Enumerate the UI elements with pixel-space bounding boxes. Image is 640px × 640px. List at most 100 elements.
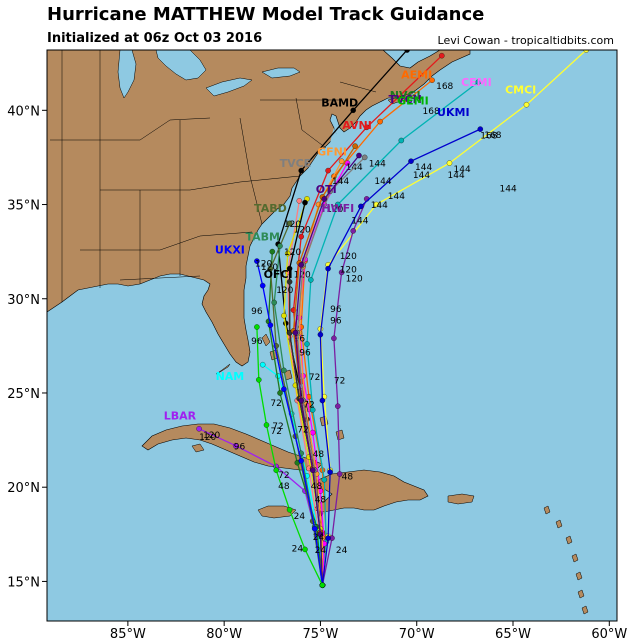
lat-tick-label: 20°N [7, 481, 40, 496]
model-label-ukxi: UKXI [215, 244, 245, 257]
track-point [309, 429, 316, 436]
lake-ontario [261, 67, 301, 79]
track-hour-label: 120 [294, 225, 311, 235]
track-point [304, 341, 310, 347]
model-label-avni: AVNI [342, 119, 372, 132]
florida-keys [215, 363, 231, 375]
lon-tick-label: 70°W [399, 627, 435, 640]
track-point [281, 367, 287, 374]
forecast-hour-label: 144 [388, 192, 405, 202]
track-point [277, 390, 283, 396]
lon-tick-label: 75°W [302, 627, 338, 640]
track-point [302, 546, 308, 553]
track-point [319, 582, 326, 588]
track-point [298, 262, 304, 268]
track-point [363, 124, 370, 131]
forecast-hour-label: 120 [340, 252, 357, 262]
track-point [308, 277, 314, 283]
track-hour-label: 72 [271, 427, 282, 437]
track-point [286, 279, 293, 285]
track-point [325, 265, 331, 272]
track-point [302, 199, 308, 206]
track-hour-label: 120 [203, 431, 220, 441]
track-point [286, 265, 293, 272]
forecast-hour-label: 144 [413, 171, 430, 181]
track-point [309, 407, 316, 413]
forecast-hour-label: 48 [315, 495, 327, 505]
lat-tick-label: 25°N [7, 387, 40, 402]
model-label-oti: OTI [316, 183, 337, 196]
track-point [477, 126, 484, 132]
model-label-nam: NAM [216, 370, 245, 383]
model-label-gfni: GFNI [317, 146, 347, 159]
track-point [475, 79, 482, 85]
lesser-antilles [543, 505, 589, 615]
forecast-hour-label: 96 [330, 305, 342, 315]
track-hour-label: 96 [294, 335, 306, 345]
map-frame [46, 49, 618, 622]
model-label-hwfi: HWFI [321, 202, 354, 215]
hispaniola-island [313, 469, 429, 513]
map-subtitle: Initialized at 06z Oct 03 2016 [47, 31, 263, 46]
track-point [352, 143, 358, 149]
track-point [321, 476, 328, 483]
model-label-gemi: GEMI [397, 95, 429, 108]
chesapeake-bay [328, 128, 338, 162]
forecast-hour-label: 144 [500, 184, 517, 194]
lat-tick-label: 35°N [7, 199, 40, 214]
track-point [319, 397, 326, 404]
forecast-hour-label: 72 [270, 399, 281, 409]
track-point [309, 467, 316, 473]
track-line [267, 251, 324, 586]
track-point [298, 167, 304, 174]
model-label-nvgi: NVGI [390, 89, 421, 102]
track-hour-label: 144 [415, 163, 432, 173]
forecast-hour-label: 120 [255, 260, 272, 270]
track-hour-label: 120 [261, 263, 278, 273]
track-point [259, 282, 266, 289]
model-label-cmci: CMCI [505, 83, 536, 96]
forecast-hour-label: 72 [309, 373, 320, 383]
track-point [439, 52, 445, 59]
model-label-aemi: AEMI [401, 68, 432, 81]
track-point [267, 265, 274, 272]
track-point [254, 258, 260, 264]
track-point [284, 250, 291, 257]
track-point [298, 233, 304, 240]
jamaica-island [257, 505, 297, 519]
model-label-lbar: LBAR [164, 409, 197, 422]
model-label-cemi: CEMI [461, 76, 492, 89]
track-point [298, 397, 304, 404]
track-point [196, 426, 202, 432]
track-point [254, 324, 260, 330]
model-label-ukmi: UKMI [437, 106, 470, 119]
track-point [398, 137, 405, 144]
track-point [408, 158, 414, 164]
lake-erie [205, 77, 253, 97]
forecast-hour-label: 96 [251, 307, 263, 317]
track-xtrp: 24 72 [254, 324, 326, 588]
track-point [338, 158, 345, 164]
track-point [327, 469, 333, 475]
track-point [350, 228, 356, 234]
lake-huron [155, 50, 207, 81]
state-borders [50, 50, 377, 302]
forecast-hour-label: 120 [340, 265, 357, 275]
track-hour-label: 24 [294, 512, 306, 522]
cuba-island [141, 423, 323, 471]
map-title: Hurricane MATTHEW Model Track Guidance [47, 4, 485, 25]
forecast-hour-label: 24 [292, 544, 304, 554]
forecast-hour-label: 144 [332, 177, 349, 187]
forecast-hour-label: 120 [276, 286, 293, 296]
track-hour-label: 168 [436, 82, 453, 92]
track-point [298, 458, 304, 464]
track-point [296, 198, 303, 204]
track-point [273, 467, 279, 473]
track-hour-label: 144 [454, 165, 471, 175]
forecast-hour-label: 24 [313, 533, 325, 543]
forecast-hour-label: 48 [313, 450, 325, 460]
lon-tick-label: 80°W [206, 627, 242, 640]
